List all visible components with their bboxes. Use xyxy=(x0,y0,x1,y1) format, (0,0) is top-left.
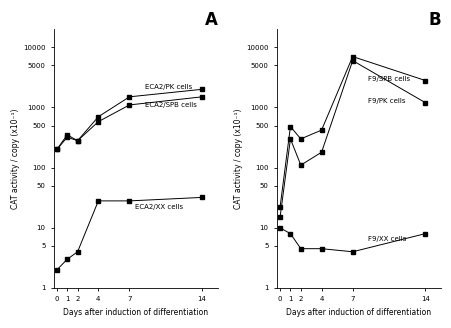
X-axis label: Days after induction of differentiation: Days after induction of differentiation xyxy=(286,308,431,317)
Text: F9/XX cells: F9/XX cells xyxy=(368,236,406,242)
Text: ECA2/PK cells: ECA2/PK cells xyxy=(145,84,192,90)
X-axis label: Days after induction of differentiation: Days after induction of differentiation xyxy=(63,308,208,317)
Text: F9/SPB cells: F9/SPB cells xyxy=(368,76,410,82)
Y-axis label: CAT activity / copy (x10⁻¹): CAT activity / copy (x10⁻¹) xyxy=(11,108,20,209)
Text: ECA2/XX cells: ECA2/XX cells xyxy=(134,204,182,210)
Y-axis label: CAT activity / copy (x10⁻¹): CAT activity / copy (x10⁻¹) xyxy=(234,108,243,209)
Text: B: B xyxy=(427,11,440,29)
Text: ECA2/SPB cells: ECA2/SPB cells xyxy=(145,102,197,108)
Text: F9/PK cells: F9/PK cells xyxy=(368,97,405,104)
Text: A: A xyxy=(204,11,217,29)
